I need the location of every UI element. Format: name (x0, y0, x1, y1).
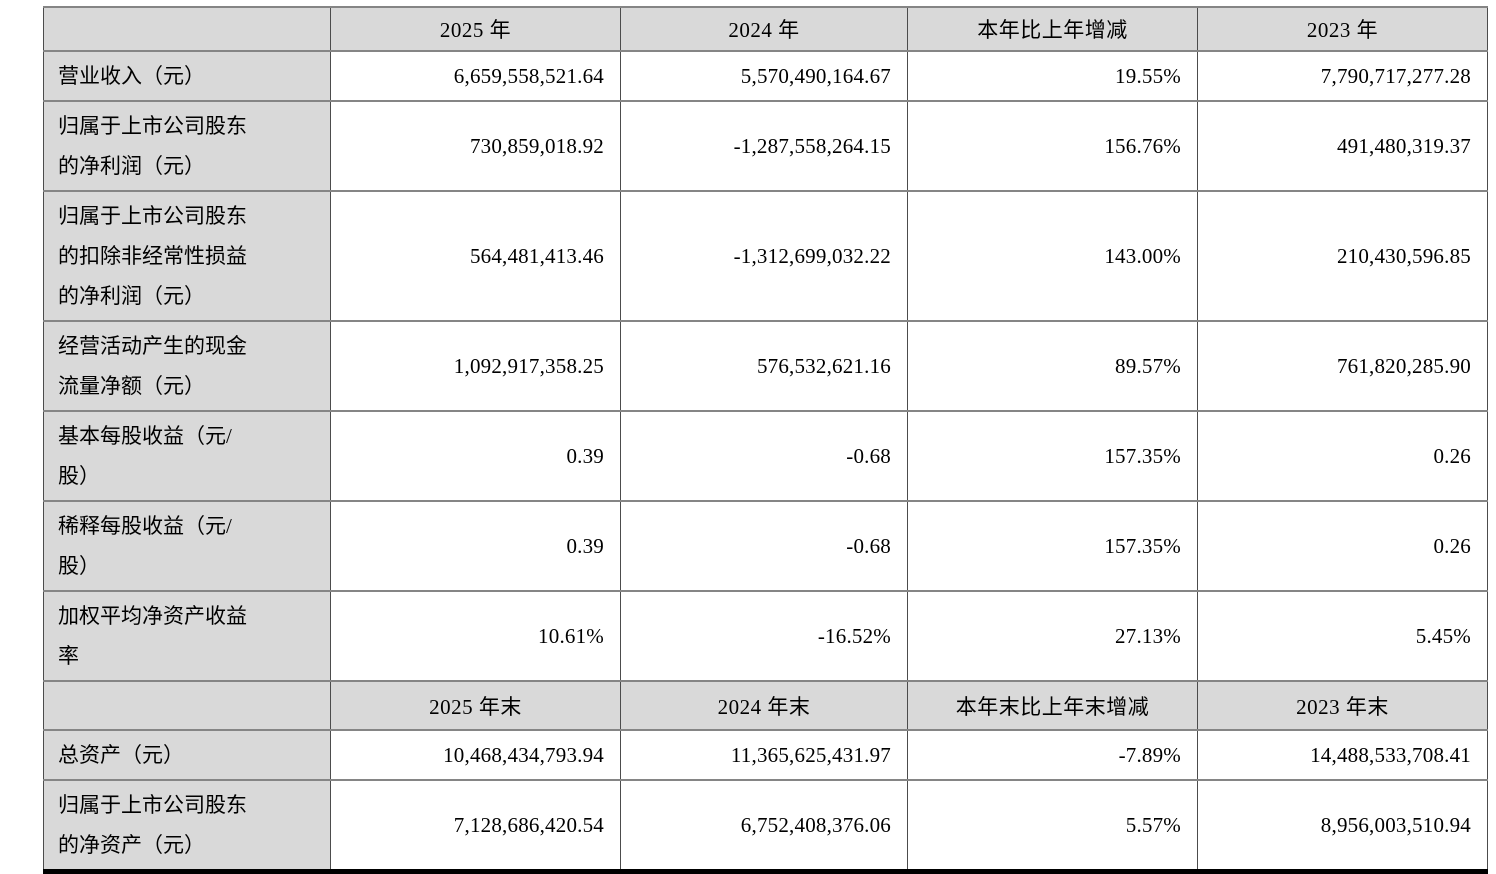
col-header-2025: 2025 年 (330, 6, 621, 52)
row-label: 经营活动产生的现金 流量净额（元） (43, 320, 331, 412)
value-2025: 564,481,413.46 (330, 190, 621, 322)
endpoint-header-row: 2025 年末 2024 年末 本年末比上年末增减 2023 年末 (43, 680, 1488, 731)
row-label: 加权平均净资产收益 率 (43, 590, 331, 682)
table-row-operating-cash-flow: 经营活动产生的现金 流量净额（元） 1,092,917,358.25 576,5… (43, 320, 1488, 412)
value-2024: -1,287,558,264.15 (620, 100, 908, 192)
corner-cell (43, 6, 331, 52)
table-row-weighted-avg-roe: 加权平均净资产收益 率 10.61% -16.52% 27.13% 5.45% (43, 590, 1488, 682)
col-header-yoy-change: 本年比上年增减 (907, 6, 1198, 52)
row-label: 总资产（元） (43, 729, 331, 781)
value-2024: -1,312,699,032.22 (620, 190, 908, 322)
col-header-2025-end: 2025 年末 (330, 680, 621, 731)
row-label: 基本每股收益（元/ 股） (43, 410, 331, 502)
value-change: 5.57% (907, 779, 1198, 873)
col-header-2024: 2024 年 (620, 6, 908, 52)
value-2025: 10,468,434,793.94 (330, 729, 621, 781)
value-2023: 0.26 (1197, 410, 1488, 502)
table-row-basic-eps: 基本每股收益（元/ 股） 0.39 -0.68 157.35% 0.26 (43, 410, 1488, 502)
value-2025: 7,128,686,420.54 (330, 779, 621, 873)
value-2024: -0.68 (620, 500, 908, 592)
value-2025: 0.39 (330, 500, 621, 592)
value-change: 27.13% (907, 590, 1198, 682)
value-2024: 11,365,625,431.97 (620, 729, 908, 781)
value-2024: 5,570,490,164.67 (620, 50, 908, 102)
row-label: 稀释每股收益（元/ 股） (43, 500, 331, 592)
table-row-net-profit: 归属于上市公司股东 的净利润（元） 730,859,018.92 -1,287,… (43, 100, 1488, 192)
value-2023: 14,488,533,708.41 (1197, 729, 1488, 781)
value-2025: 10.61% (330, 590, 621, 682)
value-change: 157.35% (907, 500, 1198, 592)
row-label: 归属于上市公司股东 的净利润（元） (43, 100, 331, 192)
value-2024: -16.52% (620, 590, 908, 682)
value-2024: 576,532,621.16 (620, 320, 908, 412)
row-label: 归属于上市公司股东 的净资产（元） (43, 779, 331, 873)
value-change: 143.00% (907, 190, 1198, 322)
value-2024: -0.68 (620, 410, 908, 502)
row-label: 营业收入（元） (43, 50, 331, 102)
financial-summary-table: 2025 年 2024 年 本年比上年增减 2023 年 营业收入（元） 6,6… (43, 6, 1488, 874)
value-change: 89.57% (907, 320, 1198, 412)
value-2025: 0.39 (330, 410, 621, 502)
value-2023: 761,820,285.90 (1197, 320, 1488, 412)
value-2023: 8,956,003,510.94 (1197, 779, 1488, 873)
value-change: 157.35% (907, 410, 1198, 502)
table-row-net-profit-excl-nonrecurring: 归属于上市公司股东 的扣除非经常性损益 的净利润（元） 564,481,413.… (43, 190, 1488, 322)
value-2024: 6,752,408,376.06 (620, 779, 908, 873)
value-2023: 491,480,319.37 (1197, 100, 1488, 192)
value-change: -7.89% (907, 729, 1198, 781)
value-2025: 730,859,018.92 (330, 100, 621, 192)
table-row-net-assets: 归属于上市公司股东 的净资产（元） 7,128,686,420.54 6,752… (43, 779, 1488, 873)
table-row-diluted-eps: 稀释每股收益（元/ 股） 0.39 -0.68 157.35% 0.26 (43, 500, 1488, 592)
col-header-2024-end: 2024 年末 (620, 680, 908, 731)
value-2023: 5.45% (1197, 590, 1488, 682)
value-change: 19.55% (907, 50, 1198, 102)
value-2023: 7,790,717,277.28 (1197, 50, 1488, 102)
col-header-2023-end: 2023 年末 (1197, 680, 1488, 731)
value-2025: 6,659,558,521.64 (330, 50, 621, 102)
value-2023: 0.26 (1197, 500, 1488, 592)
table-row-revenue: 营业收入（元） 6,659,558,521.64 5,570,490,164.6… (43, 50, 1488, 102)
col-header-2023: 2023 年 (1197, 6, 1488, 52)
value-2023: 210,430,596.85 (1197, 190, 1488, 322)
table-row-total-assets: 总资产（元） 10,468,434,793.94 11,365,625,431.… (43, 729, 1488, 781)
corner-cell (43, 680, 331, 731)
period-header-row: 2025 年 2024 年 本年比上年增减 2023 年 (43, 6, 1488, 52)
value-change: 156.76% (907, 100, 1198, 192)
col-header-end-change: 本年末比上年末增减 (907, 680, 1198, 731)
value-2025: 1,092,917,358.25 (330, 320, 621, 412)
row-label: 归属于上市公司股东 的扣除非经常性损益 的净利润（元） (43, 190, 331, 322)
